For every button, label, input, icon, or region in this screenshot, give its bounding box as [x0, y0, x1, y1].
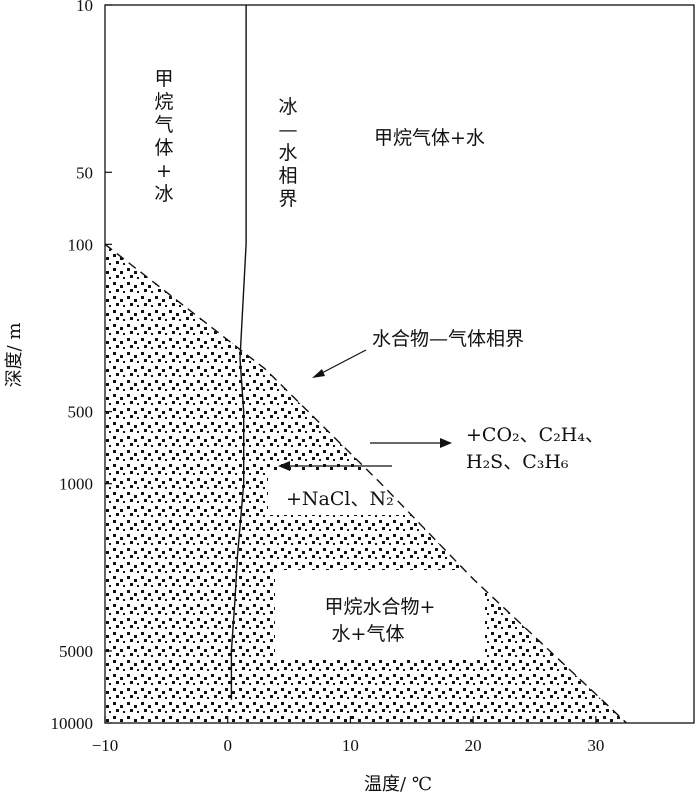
- methane-ice-label: 甲 烷 气 体 + 冰: [154, 68, 173, 205]
- ice-water-char: 冰: [278, 96, 297, 118]
- methane-ice-char: 烷: [154, 91, 173, 113]
- hydrate-gas-boundary-line: [104, 243, 627, 724]
- y-axis: 10 50 100 500 1000 5000 10000: [51, 0, 112, 733]
- x-axis: −10 0 10 20 30: [92, 716, 604, 755]
- pointer-arrow-boundary: [312, 349, 367, 378]
- ice-water-boundary-label: 冰 — 水 相 界: [278, 96, 297, 210]
- shift-left-arrow: [278, 461, 392, 471]
- x-tick-label: −10: [92, 736, 119, 755]
- x-tick-label: 30: [587, 736, 604, 755]
- hydrate-region-label-line2: 水+气体: [332, 623, 405, 645]
- x-tick-label: 10: [342, 736, 359, 755]
- methane-ice-char: +: [156, 160, 172, 182]
- y-tick-label: 500: [68, 403, 94, 422]
- shift-right-arrow: [370, 438, 452, 448]
- gas-additive-label-line1: +CO₂、C₂H₄、: [466, 424, 604, 446]
- y-tick-label: 10000: [51, 714, 94, 733]
- x-axis-title: 温度/ ℃: [364, 774, 432, 795]
- gas-additive-label-line2: H₂S、C₃H₆: [466, 451, 569, 473]
- y-tick-label: 1000: [59, 475, 93, 494]
- ice-water-char: 界: [278, 188, 297, 210]
- y-axis-title: 深度/ m: [4, 323, 25, 388]
- salt-additive-label: +NaCl、N₂: [286, 488, 394, 510]
- x-tick-label: 0: [223, 736, 232, 755]
- methane-ice-char: 气: [154, 114, 173, 136]
- x-tick-label: 20: [465, 736, 482, 755]
- ice-water-char: 水: [278, 142, 297, 164]
- y-tick-label: 100: [68, 235, 94, 254]
- methane-ice-char: 体: [154, 137, 173, 159]
- methane-ice-char: 甲: [154, 68, 173, 90]
- methane-ice-char: 冰: [154, 183, 173, 205]
- hydrate-label-box: [275, 570, 485, 660]
- y-tick-label: 5000: [59, 642, 93, 661]
- hydrate-gas-boundary-label: 水合物—气体相界: [372, 328, 524, 350]
- y-tick-label: 10: [76, 0, 93, 15]
- hydrate-region-label-line1: 甲烷水合物+: [325, 596, 436, 618]
- methane-water-label: 甲烷气体+水: [374, 127, 485, 149]
- ice-water-char: —: [279, 119, 298, 141]
- ice-water-boundary-line: [230, 5, 247, 700]
- plot-frame: [104, 4, 695, 724]
- y-tick-label: 50: [76, 163, 93, 182]
- ice-water-char: 相: [278, 165, 297, 187]
